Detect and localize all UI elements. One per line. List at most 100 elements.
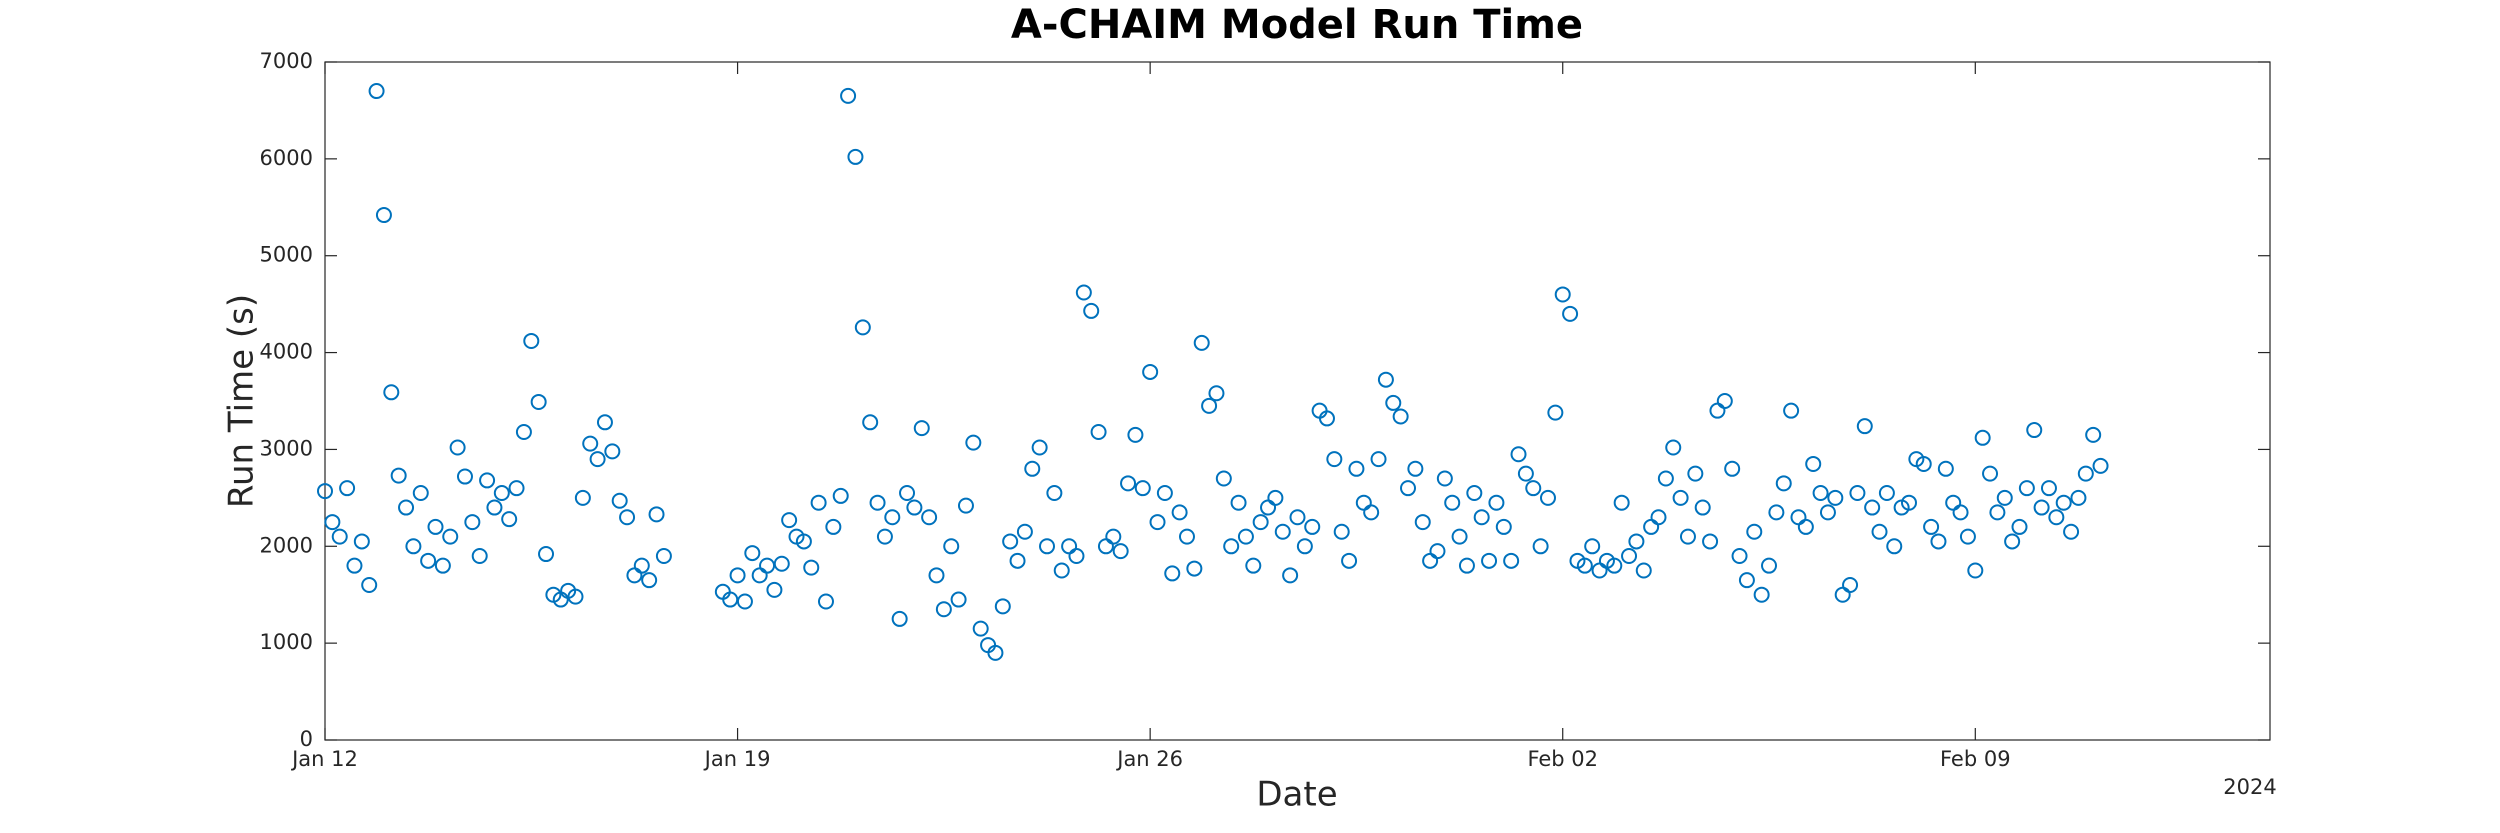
data-point (1510, 446, 1527, 463)
data-point (1878, 485, 1895, 502)
data-point (1348, 460, 1365, 477)
data-point (1621, 547, 1638, 564)
data-point (2018, 480, 2035, 497)
data-point (1400, 480, 1417, 497)
data-point (1068, 547, 1085, 564)
data-point (1915, 455, 1932, 472)
data-point (987, 644, 1004, 661)
data-point (1178, 528, 1195, 545)
y-tick-label: 0 (300, 727, 313, 751)
data-point (619, 509, 636, 526)
y-axis-label: Run Time (s) (222, 294, 262, 508)
data-point (1584, 538, 1601, 555)
data-point (1171, 504, 1188, 521)
data-point (1274, 523, 1291, 540)
data-point (456, 468, 473, 485)
data-point (1075, 284, 1092, 301)
data-point (1370, 451, 1387, 468)
data-point (1694, 499, 1711, 516)
data-point (1495, 518, 1512, 535)
data-point (899, 485, 916, 502)
data-point (1525, 480, 1542, 497)
data-point (1237, 528, 1254, 545)
data-point (346, 557, 363, 574)
data-point (1466, 485, 1483, 502)
data-point (1724, 460, 1741, 477)
data-point (405, 538, 422, 555)
x-tick-label: Jan 12 (290, 747, 358, 771)
data-point (1554, 286, 1571, 303)
data-point (2085, 426, 2102, 443)
data-point (611, 492, 628, 509)
data-point (1318, 410, 1335, 427)
data-point (434, 557, 451, 574)
data-point (604, 443, 621, 460)
data-point (1517, 465, 1534, 482)
data-point (1856, 418, 1873, 435)
data-point (1687, 465, 1704, 482)
data-point (1783, 402, 1800, 419)
data-point (1473, 509, 1490, 526)
data-point (1127, 426, 1144, 443)
data-point (1702, 533, 1719, 550)
data-point (1849, 485, 1866, 502)
data-point (1606, 557, 1623, 574)
data-point (1716, 393, 1733, 409)
data-point (317, 483, 333, 500)
data-point (1407, 460, 1424, 477)
y-tick-label: 6000 (260, 146, 313, 170)
data-point (1657, 470, 1674, 487)
data-point (567, 588, 584, 605)
data-point (921, 509, 938, 526)
data-point (1053, 562, 1070, 579)
data-point (538, 546, 555, 563)
data-point (1679, 528, 1696, 545)
data-point (2092, 457, 2109, 474)
data-point (1090, 423, 1107, 440)
data-point (1539, 489, 1556, 506)
data-point (486, 499, 503, 516)
data-point (1761, 557, 1778, 574)
data-point (1120, 475, 1137, 492)
data-point (1886, 538, 1903, 555)
data-point (501, 511, 518, 528)
data-point (1134, 480, 1151, 497)
data-point (479, 472, 496, 489)
data-point (884, 509, 901, 526)
data-point (1341, 552, 1358, 569)
chart-title: A-CHAIM Model Run Time (1011, 2, 1583, 48)
data-point (1753, 586, 1770, 603)
data-point (1923, 518, 1940, 535)
data-point (508, 480, 525, 497)
data-point (633, 557, 650, 574)
data-point (935, 601, 952, 618)
data-point (781, 512, 798, 529)
data-point (1842, 577, 1859, 594)
data-point (1201, 397, 1218, 414)
data-point (648, 506, 665, 523)
year-label: 2024 (2223, 775, 2276, 799)
data-point (1738, 572, 1755, 589)
data-point (515, 423, 532, 440)
data-point (943, 538, 960, 555)
data-point (994, 598, 1011, 615)
data-point (1937, 460, 1954, 477)
data-point (1959, 528, 1976, 545)
data-point (353, 533, 370, 550)
data-point (1864, 499, 1881, 516)
data-point (589, 451, 606, 468)
data-point (847, 148, 864, 165)
data-point (1871, 523, 1888, 540)
data-point (1952, 504, 1969, 521)
data-point (655, 547, 672, 564)
x-tick-label: Feb 09 (1940, 747, 2011, 771)
data-point (1481, 552, 1498, 569)
data-point (817, 593, 834, 610)
data-point (1768, 504, 1785, 521)
data-point (1930, 533, 1947, 550)
data-point (1193, 334, 1210, 351)
data-point (641, 572, 658, 589)
data-point (840, 87, 857, 104)
